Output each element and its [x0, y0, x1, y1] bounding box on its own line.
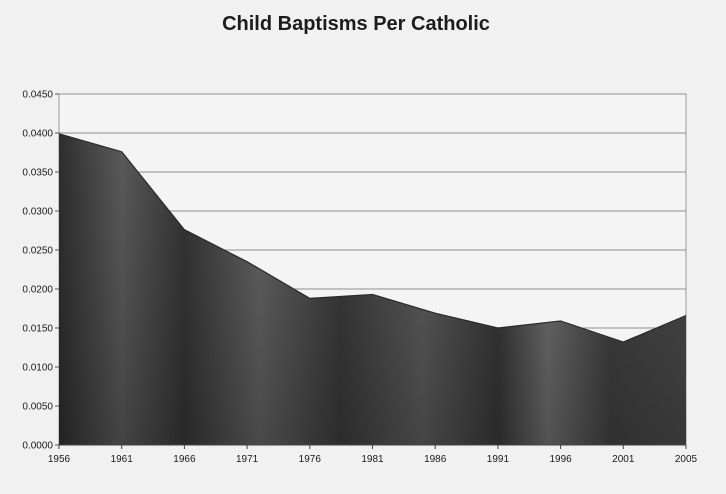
x-tick-label: 1986 [424, 454, 447, 465]
x-tick-label: 1971 [236, 454, 259, 465]
x-tick-label: 1996 [549, 454, 572, 465]
y-tick-label: 0.0050 [22, 402, 53, 413]
x-tick-label: 1961 [111, 454, 134, 465]
area-series [58, 133, 687, 445]
y-tick-label: 0.0100 [22, 363, 53, 374]
y-tick-label: 0.0250 [22, 246, 53, 257]
x-tick-label: 1991 [487, 454, 510, 465]
y-tick-label: 0.0000 [22, 441, 53, 452]
y-tick-label: 0.0400 [22, 129, 53, 140]
x-tick-label: 1966 [173, 454, 196, 465]
x-tick-label: 1981 [361, 454, 384, 465]
x-tick-label: 2005 [675, 454, 698, 465]
y-axis: 0.0000 0.0050 0.0100 0.0150 0.0200 0.0250 0.03… [22, 90, 59, 452]
chart-title: Child Baptisms Per Catholic [222, 13, 490, 35]
y-tick-label: 0.0350 [22, 168, 53, 179]
x-tick-label: 1976 [299, 454, 322, 465]
y-tick-label: 0.0150 [22, 324, 53, 335]
area-line [58, 133, 687, 343]
y-tick-label: 0.0300 [22, 207, 53, 218]
y-tick-label: 0.0200 [22, 285, 53, 296]
x-tick-label: 1956 [48, 454, 71, 465]
x-axis: 1956 1961 1966 1971 1976 1981 1986 1991 1996 2001… [48, 444, 698, 465]
y-tick-label: 0.0450 [22, 90, 53, 101]
x-tick-label: 2001 [612, 454, 635, 465]
area-shading [59, 133, 686, 445]
